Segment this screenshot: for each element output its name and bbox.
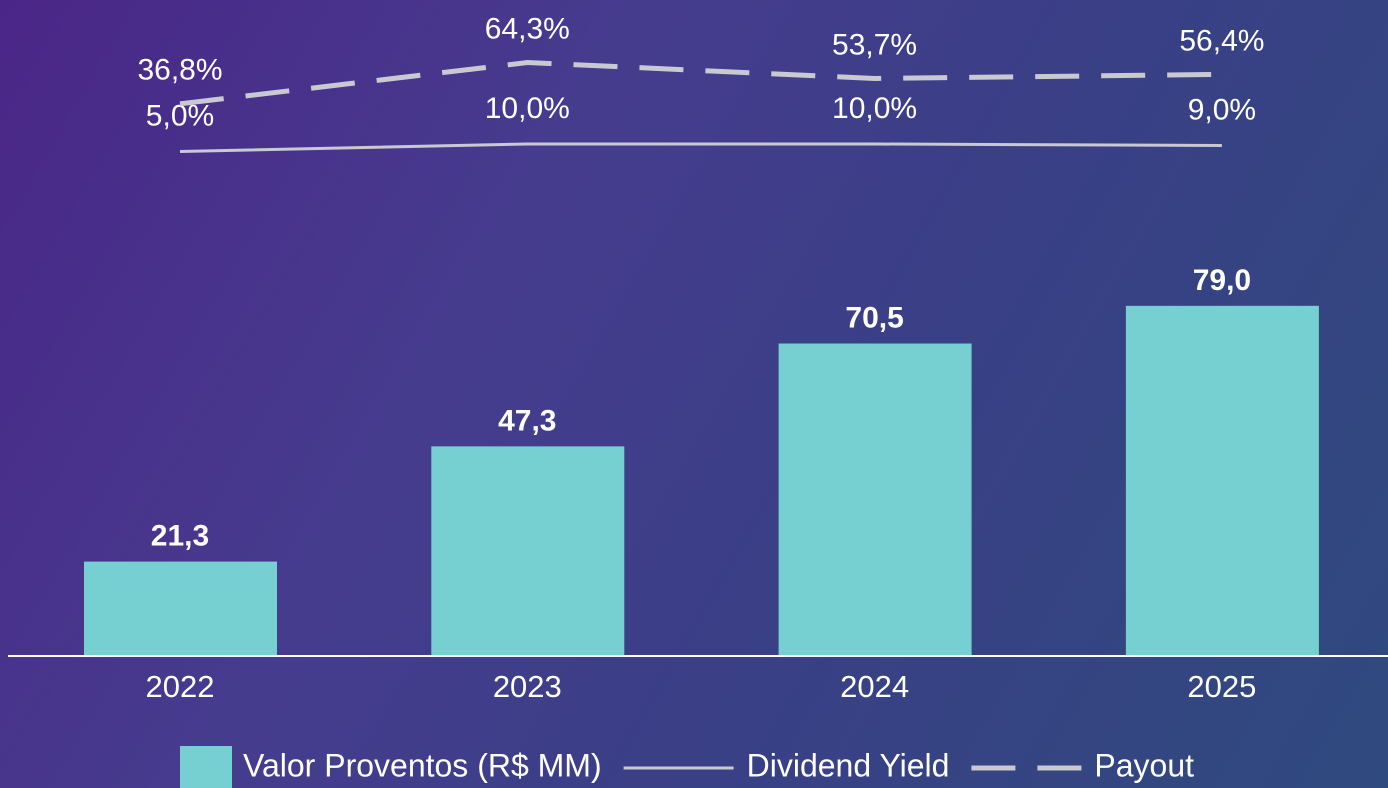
line-value-label: 5,0% [146,99,214,132]
yield-line [180,144,1222,152]
page: {"chart_data": {"type": "bar", "categori… [0,0,1388,788]
bar [779,344,972,656]
bar-value-label: 21,3 [151,520,209,553]
legend-label: Valor Proventos (R$ MM) [243,747,602,783]
x-tick-label: 2023 [493,669,562,704]
x-tick-label: 2025 [1187,669,1256,704]
bar-value-label: 79,0 [1193,264,1251,297]
line-value-label: 10,0% [485,92,570,125]
legend-label: Dividend Yield [747,747,950,783]
x-tick-label: 2024 [840,669,909,704]
line-value-label: 9,0% [1188,93,1256,126]
x-tick-label: 2022 [146,669,215,704]
chart: 21,3 47,3 70,5 79,0 5,0% 10,0% 10,0% 9,0% 36,8% 6… [0,0,1388,788]
line-value-label: 64,3% [485,12,570,45]
payout-line [180,63,1222,104]
line-value-label: 53,7% [832,28,917,61]
bar [1126,306,1319,656]
bar-value-label: 47,3 [498,404,556,437]
line-value-label: 36,8% [137,54,222,87]
legend-label: Payout [1094,747,1194,783]
legend-swatch [180,746,232,788]
bar-value-label: 70,5 [845,301,903,334]
line-value-label: 56,4% [1179,24,1264,57]
bar [84,562,277,656]
bar [431,446,624,656]
line-value-label: 10,0% [832,92,917,125]
